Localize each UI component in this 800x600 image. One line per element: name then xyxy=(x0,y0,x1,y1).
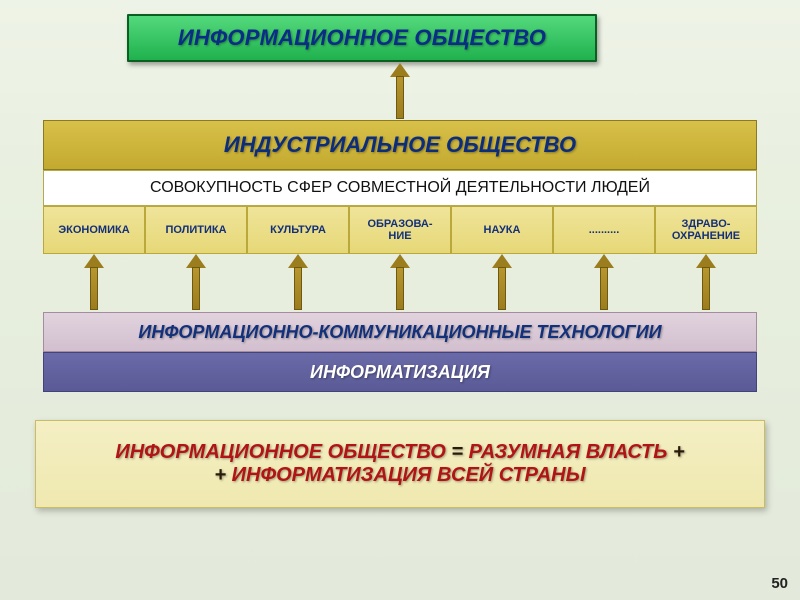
arrow-up-icon xyxy=(87,254,101,311)
scope-text: СОВОКУПНОСТЬ СФЕР СОВМЕСТНОЙ ДЕЯТЕЛЬНОСТ… xyxy=(150,179,650,197)
footer-plus2: + xyxy=(214,464,231,486)
footer-eq: = xyxy=(446,441,469,463)
sphere-cell: ЗДРАВО- ОХРАНЕНИЕ xyxy=(655,206,757,254)
sphere-cell: НАУКА xyxy=(451,206,553,254)
sphere-label: ОБРАЗОВА- НИЕ xyxy=(367,218,432,242)
footer-formula-box: ИНФОРМАЦИОННОЕ ОБЩЕСТВО = РАЗУМНАЯ ВЛАСТ… xyxy=(35,420,765,508)
arrow-up-main xyxy=(393,63,407,119)
ict-text: ИНФОРМАЦИОННО-КОММУНИКАЦИОННЫЕ ТЕХНОЛОГИ… xyxy=(138,322,661,343)
box-scope: СОВОКУПНОСТЬ СФЕР СОВМЕСТНОЙ ДЕЯТЕЛЬНОСТ… xyxy=(43,170,757,206)
arrow-up-icon xyxy=(393,254,407,311)
arrow-up-icon xyxy=(189,254,203,311)
title-text: ИНФОРМАЦИОННОЕ ОБЩЕСТВО xyxy=(178,25,546,51)
slide: ИНФОРМАЦИОННОЕ ОБЩЕСТВО ИНДУСТРИАЛЬНОЕ О… xyxy=(0,0,800,600)
sphere-cell: КУЛЬТУРА xyxy=(247,206,349,254)
sphere-label: КУЛЬТУРА xyxy=(270,224,326,236)
sphere-cell: ОБРАЗОВА- НИЕ xyxy=(349,206,451,254)
footer-line-2: + ИНФОРМАТИЗАЦИЯ ВСЕЙ СТРАНЫ xyxy=(214,464,585,487)
title-box-information-society: ИНФОРМАЦИОННОЕ ОБЩЕСТВО xyxy=(127,14,597,62)
box-ict: ИНФОРМАЦИОННО-КОММУНИКАЦИОННЫЕ ТЕХНОЛОГИ… xyxy=(43,312,757,352)
footer-part-c: ИНФОРМАТИЗАЦИЯ ВСЕЙ СТРАНЫ xyxy=(232,464,586,486)
arrow-up-icon xyxy=(291,254,305,311)
box-industrial-society: ИНДУСТРИАЛЬНОЕ ОБЩЕСТВО xyxy=(43,120,757,170)
arrow-up-icon xyxy=(597,254,611,311)
footer-part-b: РАЗУМНАЯ ВЛАСТЬ xyxy=(469,441,668,463)
footer-line-1: ИНФОРМАЦИОННОЕ ОБЩЕСТВО = РАЗУМНАЯ ВЛАСТ… xyxy=(115,441,684,464)
arrow-up-icon xyxy=(699,254,713,311)
page-number: 50 xyxy=(771,575,788,592)
sphere-label: ПОЛИТИКА xyxy=(165,224,226,236)
sphere-cell: ПОЛИТИКА xyxy=(145,206,247,254)
informatization-text: ИНФОРМАТИЗАЦИЯ xyxy=(310,362,490,383)
sphere-label: ЭКОНОМИКА xyxy=(58,224,129,236)
box-informatization: ИНФОРМАТИЗАЦИЯ xyxy=(43,352,757,392)
arrow-up-icon xyxy=(495,254,509,311)
sphere-label: ЗДРАВО- ОХРАНЕНИЕ xyxy=(672,218,740,242)
industrial-text: ИНДУСТРИАЛЬНОЕ ОБЩЕСТВО xyxy=(224,132,576,158)
sphere-cell: .......... xyxy=(553,206,655,254)
sphere-label: НАУКА xyxy=(484,224,521,236)
footer-plus1: + xyxy=(667,441,684,463)
sphere-label: .......... xyxy=(589,224,620,236)
footer-part-a: ИНФОРМАЦИОННОЕ ОБЩЕСТВО xyxy=(115,441,446,463)
sphere-cell: ЭКОНОМИКА xyxy=(43,206,145,254)
